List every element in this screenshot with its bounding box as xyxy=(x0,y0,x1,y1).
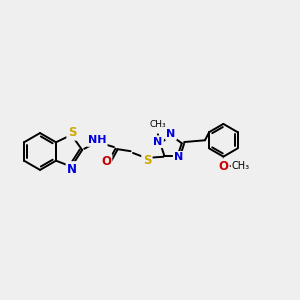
Text: CH₃: CH₃ xyxy=(232,161,250,171)
Text: CH₃: CH₃ xyxy=(150,120,166,129)
Text: N: N xyxy=(174,152,184,162)
Text: S: S xyxy=(68,126,76,139)
Text: N: N xyxy=(67,163,77,176)
Text: O: O xyxy=(101,155,111,168)
Text: NH: NH xyxy=(88,136,106,146)
Text: N: N xyxy=(167,129,176,139)
Text: N: N xyxy=(153,137,163,147)
Text: O: O xyxy=(218,160,228,172)
Text: S: S xyxy=(143,154,151,166)
